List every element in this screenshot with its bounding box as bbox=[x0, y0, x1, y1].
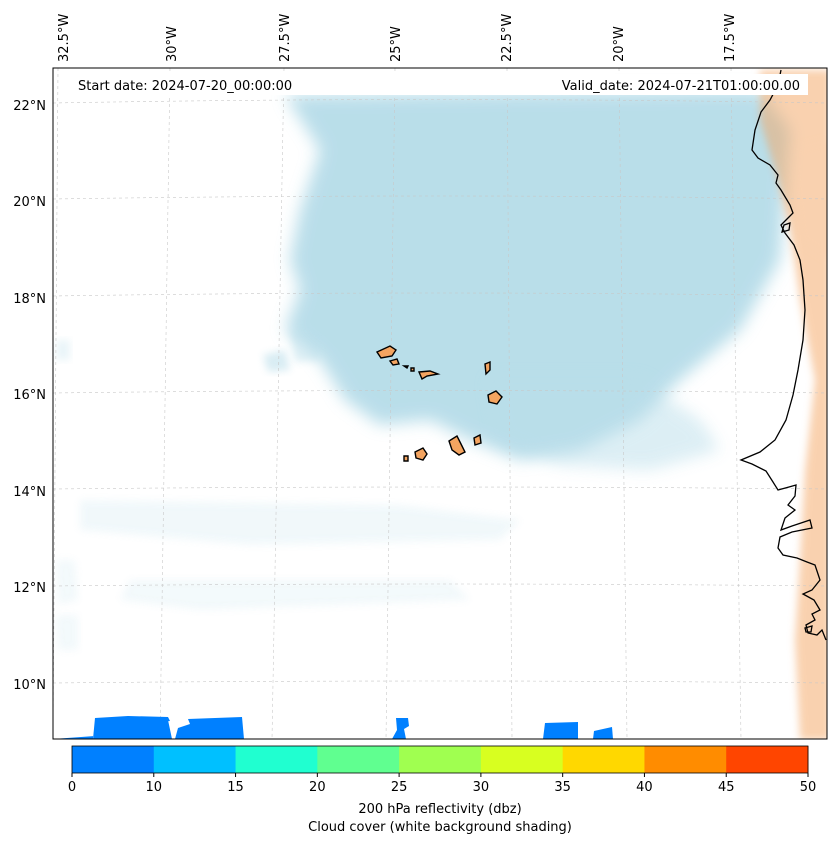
colorbar-swatch bbox=[726, 746, 809, 773]
colorbar-swatch bbox=[644, 746, 727, 773]
lat-label: 22°N bbox=[13, 99, 46, 114]
lon-label: 32.5°W bbox=[57, 14, 72, 62]
colorbar-tick-label: 30 bbox=[473, 780, 490, 795]
colorbar-swatch bbox=[562, 746, 645, 773]
lon-label: 25°W bbox=[389, 26, 404, 62]
reflectivity-cells bbox=[53, 716, 613, 739]
lon-label: 17.5°W bbox=[723, 14, 738, 62]
lat-label: 16°N bbox=[13, 388, 46, 403]
colorbar-tick-label: 50 bbox=[800, 780, 817, 795]
colorbar-swatch bbox=[480, 746, 564, 773]
lon-label: 20°W bbox=[612, 26, 627, 62]
colorbar-tick-label: 10 bbox=[146, 780, 163, 795]
colorbar: 0 10 15 20 25 30 35 40 45 50 200 hPa reflectivity… bbox=[68, 745, 816, 835]
colorbar-swatches bbox=[72, 746, 809, 773]
colorbar-tick-label: 0 bbox=[68, 780, 76, 795]
map-area bbox=[53, 68, 827, 739]
lat-label: 18°N bbox=[13, 292, 46, 307]
african-coastline bbox=[739, 69, 827, 641]
colorbar-sublabel: Cloud cover (white background shading) bbox=[308, 820, 572, 835]
lat-label: 10°N bbox=[13, 678, 46, 693]
lat-label: 20°N bbox=[13, 195, 46, 210]
colorbar-tick-label: 20 bbox=[309, 780, 326, 795]
colorbar-swatch bbox=[317, 746, 400, 773]
lon-label: 27.5°W bbox=[278, 14, 293, 62]
colorbar-ticks: 0 10 15 20 25 30 35 40 45 50 bbox=[68, 773, 816, 795]
colorbar-tick-label: 25 bbox=[391, 780, 408, 795]
valid-date-label: Valid_date: 2024-07-21T01:00:00.00 bbox=[562, 79, 800, 94]
colorbar-swatch bbox=[153, 746, 237, 773]
lon-label: 22.5°W bbox=[500, 14, 515, 62]
start-date-label: Start date: 2024-07-20_00:00:00 bbox=[78, 79, 292, 94]
colorbar-swatch bbox=[72, 746, 155, 773]
colorbar-tick-label: 35 bbox=[554, 780, 571, 795]
latitude-labels: 22°N 20°N 18°N 16°N 14°N 12°N 10°N bbox=[13, 99, 46, 693]
cape-verde-islands bbox=[375, 345, 503, 462]
longitude-labels: 32.5°W 30°W 27.5°W 25°W 22.5°W 20°W 17.5… bbox=[57, 14, 738, 62]
colorbar-tick-label: 15 bbox=[227, 780, 244, 795]
colorbar-tick-label: 45 bbox=[718, 780, 735, 795]
lat-label: 14°N bbox=[13, 485, 46, 500]
colorbar-label: 200 hPa reflectivity (dbz) bbox=[358, 802, 521, 817]
colorbar-swatch bbox=[399, 746, 482, 773]
colorbar-swatch bbox=[235, 746, 318, 773]
lon-label: 30°W bbox=[165, 26, 180, 62]
graticule bbox=[53, 68, 827, 739]
colorbar-tick-label: 40 bbox=[636, 780, 653, 795]
land-cloud-shading bbox=[760, 70, 827, 739]
lat-label: 12°N bbox=[13, 581, 46, 596]
